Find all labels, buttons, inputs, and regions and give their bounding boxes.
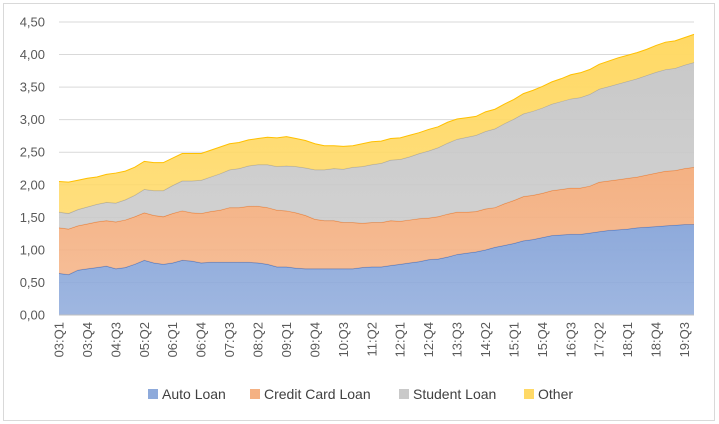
x-tick-label: 11:Q2 (364, 322, 379, 356)
x-tick-label: 19:Q3 (677, 322, 692, 357)
x-tick-label: 05:Q2 (137, 322, 152, 357)
area-edge-other (58, 33, 695, 183)
x-tick-label: 06:Q4 (194, 322, 209, 357)
y-tick-label: 3,00 (20, 112, 45, 127)
x-tick-label: 15:Q1 (506, 322, 521, 357)
legend-swatch (148, 389, 158, 399)
y-tick-label: 2,50 (20, 145, 45, 160)
x-tick-label: 18:Q4 (649, 322, 664, 357)
y-tick-label: 0,50 (20, 275, 45, 290)
area-student-loan (59, 62, 694, 230)
legend-swatch (250, 389, 260, 399)
y-tick-labels: 0,00 0,50 1,00 1,50 2,00 2,50 3,00 3,50 4,00 4,50 (20, 15, 45, 323)
area-auto-loan (59, 224, 694, 315)
x-tick-label: 06:Q1 (165, 322, 180, 357)
legend-swatch (524, 389, 534, 399)
x-tick-label: 18:Q1 (620, 322, 635, 357)
legend: Auto Loan Credit Card Loan Student Loan Oth… (148, 386, 573, 402)
y-tick-label: 4,50 (20, 15, 45, 30)
area-credit-card-loan (59, 167, 694, 275)
x-tick-label: 16:Q3 (563, 322, 578, 357)
y-tick-label: 1,50 (20, 210, 45, 225)
legend-label: Student Loan (413, 386, 496, 402)
y-tick-label: 2,00 (20, 177, 45, 192)
x-tick-label: 17:Q2 (592, 322, 607, 357)
x-tick-label: 04:Q3 (108, 322, 123, 357)
x-tick-label: 08:Q2 (251, 322, 266, 357)
x-tick-label: 10:Q3 (336, 322, 351, 357)
legend-swatch (399, 389, 409, 399)
area-series (58, 33, 695, 315)
x-tick-label: 12:Q4 (421, 322, 436, 357)
legend-label: Auto Loan (162, 386, 226, 402)
x-tick-label: 15:Q4 (535, 322, 550, 357)
y-tick-label: 1,00 (20, 242, 45, 257)
x-tick-label: 14:Q2 (478, 322, 493, 357)
x-tick-label: 12:Q1 (393, 322, 408, 357)
x-tick-label: 03:Q4 (80, 322, 95, 357)
area-other (59, 34, 694, 214)
x-tick-label: 07:Q3 (222, 322, 237, 357)
x-tick-label: 09:Q4 (307, 322, 322, 357)
legend-label: Credit Card Loan (264, 386, 371, 402)
x-tick-label: 03:Q1 (52, 322, 67, 357)
y-tick-label: 0,00 (20, 308, 45, 323)
legend-label: Other (538, 386, 573, 402)
y-tick-label: 4,00 (20, 47, 45, 62)
y-tick-label: 3,50 (20, 80, 45, 95)
x-tick-label: 13:Q3 (450, 322, 465, 357)
x-tick-labels: 03:Q1 03:Q4 04:Q3 05:Q2 06:Q1 06:Q4 07:Q3 08:Q2… (52, 322, 693, 357)
x-tick-label: 09:Q1 (279, 322, 294, 357)
